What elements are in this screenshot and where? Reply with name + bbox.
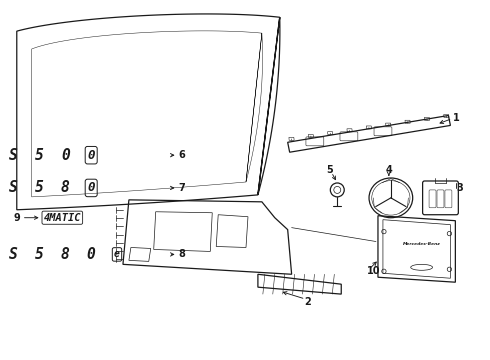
Text: 5: 5	[35, 247, 44, 262]
Text: 1: 1	[453, 113, 460, 123]
Text: S: S	[9, 180, 18, 195]
Text: 4MATIC: 4MATIC	[44, 213, 81, 223]
Text: 0: 0	[87, 149, 95, 162]
Text: 10: 10	[367, 266, 381, 276]
Text: 7: 7	[178, 183, 185, 193]
Text: 0: 0	[61, 148, 70, 163]
Text: 5: 5	[35, 180, 44, 195]
Text: 6: 6	[178, 150, 185, 160]
Text: 3: 3	[456, 183, 463, 193]
Text: 0: 0	[87, 247, 96, 262]
Text: 5: 5	[35, 148, 44, 163]
Text: Mercedes-Benz: Mercedes-Benz	[403, 242, 441, 246]
Text: 9: 9	[14, 213, 21, 223]
Text: 8: 8	[61, 180, 70, 195]
Text: 8: 8	[178, 249, 185, 260]
Text: 5: 5	[326, 165, 333, 175]
Text: e: e	[114, 249, 120, 260]
Text: S: S	[9, 148, 18, 163]
Text: 2: 2	[305, 297, 311, 307]
Text: 0: 0	[87, 181, 95, 194]
Text: 4: 4	[386, 165, 392, 175]
Text: 8: 8	[61, 247, 70, 262]
Text: S: S	[9, 247, 18, 262]
